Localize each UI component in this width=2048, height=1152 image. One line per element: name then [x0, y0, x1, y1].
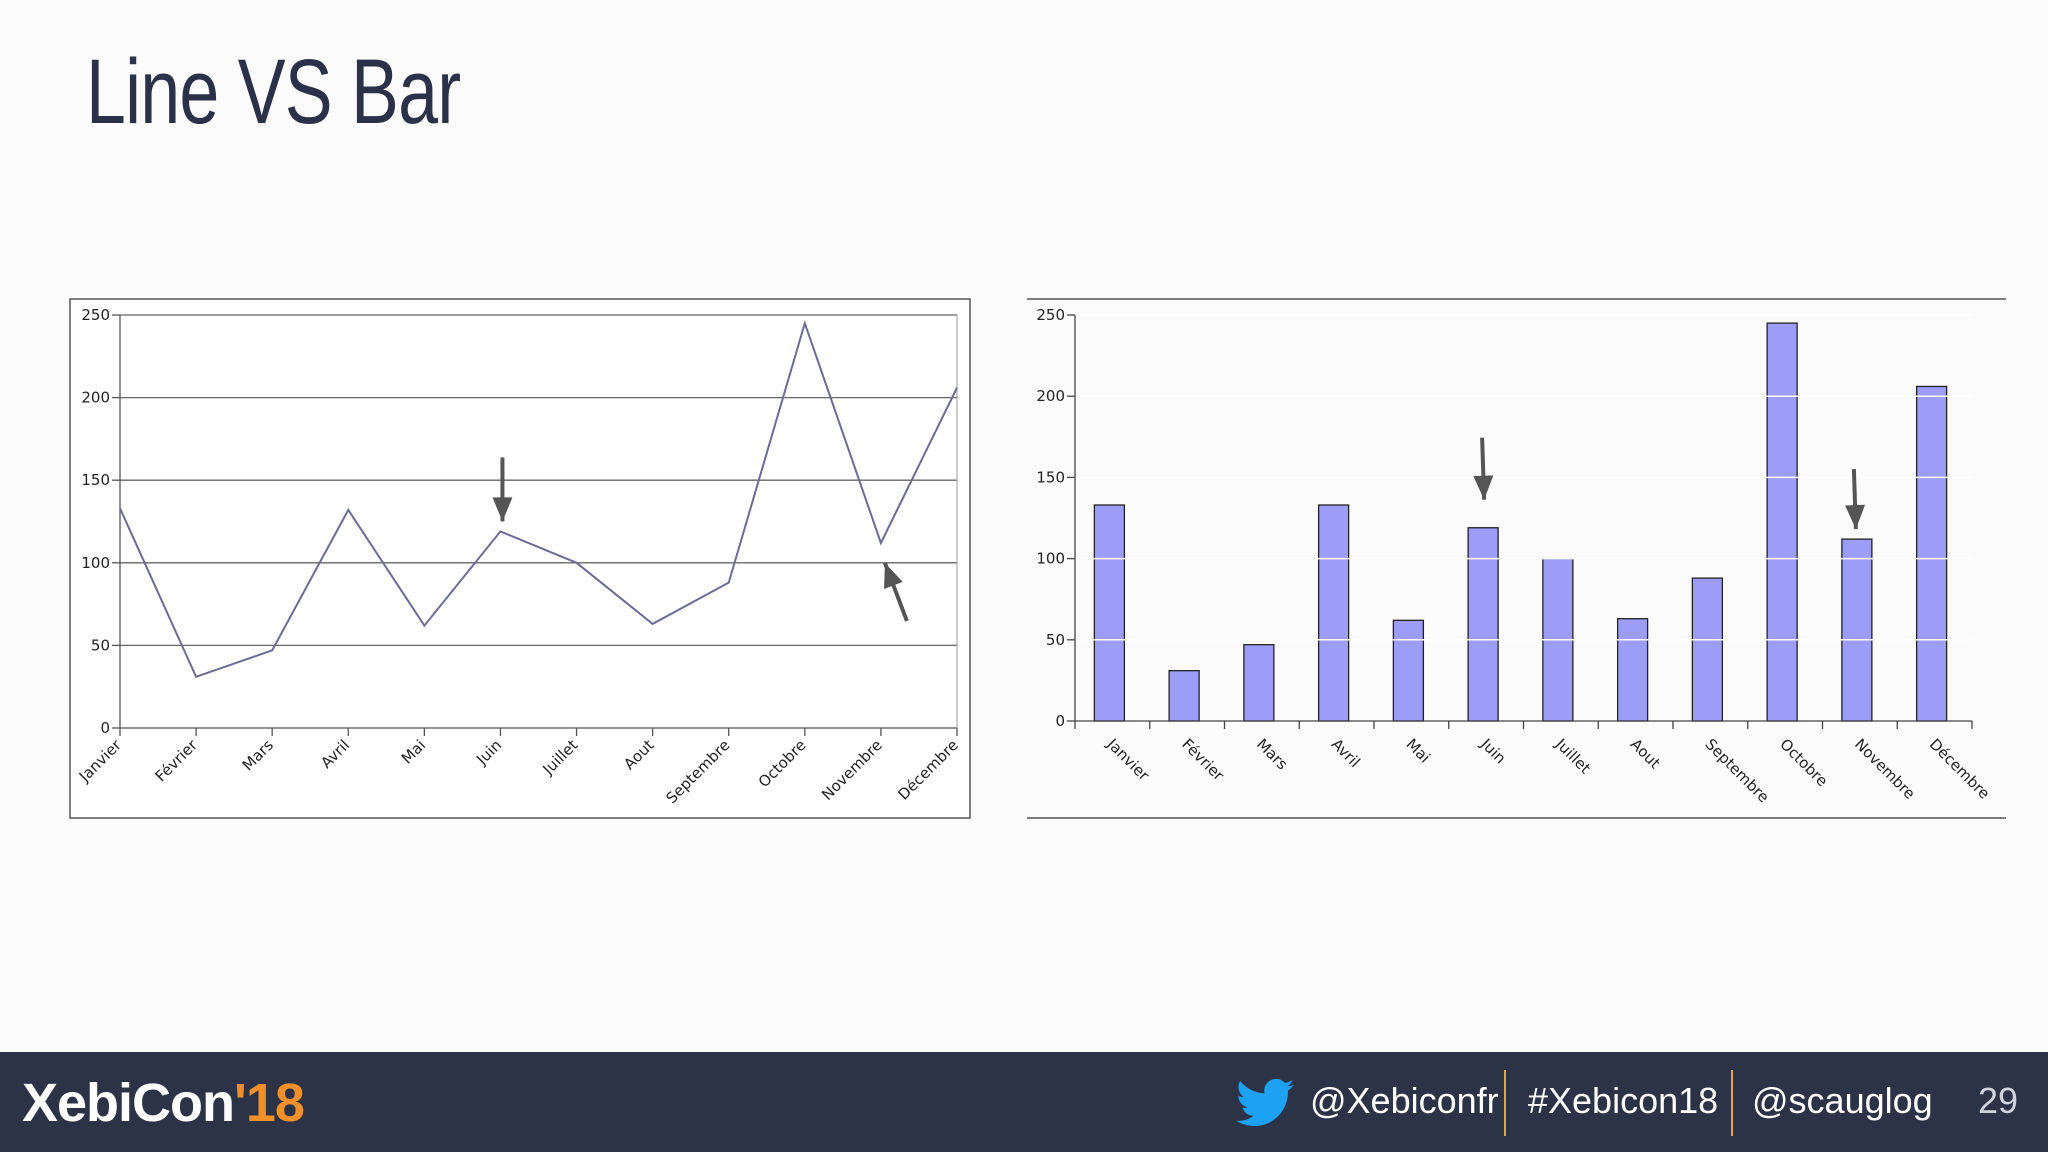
footer-separator: [1731, 1070, 1733, 1136]
slide-title: Line VS Bar: [86, 41, 461, 143]
hashtag: #Xebicon18: [1528, 1080, 1719, 1121]
logo-main: XebiCon: [22, 1073, 235, 1133]
x-tick-label: Aout: [1627, 735, 1664, 772]
x-tick-label: Juillet: [1551, 734, 1594, 777]
bar: [1243, 644, 1275, 722]
footer-separator: [1504, 1070, 1506, 1136]
bar: [1841, 538, 1873, 722]
x-tick-label: Janvier: [1103, 734, 1153, 784]
x-tick-label: Février: [1178, 735, 1228, 785]
y-tick-label: 200: [1036, 387, 1065, 405]
y-tick-label: 100: [81, 554, 110, 572]
x-tick-label: Avril: [1328, 735, 1364, 771]
bar-chart: 0 50 100 150 200 250 Janvier Février Mars Avril Ma…: [1027, 298, 2006, 819]
bar: [1467, 527, 1499, 722]
x-tick-label: Juin: [1477, 734, 1510, 767]
x-tick-label: Octobre: [1776, 735, 1831, 790]
bar: [1616, 618, 1649, 722]
y-tick-label: 50: [91, 636, 110, 654]
y-tick-label: 0: [1055, 712, 1065, 730]
xebicon-logo: XebiCon'18: [22, 1072, 305, 1134]
y-tick-label: 250: [1036, 306, 1065, 324]
bar: [1093, 504, 1126, 722]
y-tick-label: 150: [81, 471, 110, 489]
x-tick-label: Mars: [1253, 735, 1291, 773]
y-tick-label: 150: [1036, 468, 1065, 486]
annotation-arrow-head: [1473, 475, 1494, 500]
y-tick-label: 250: [81, 306, 110, 324]
x-tick-label: Septembre: [1702, 735, 1773, 806]
bar: [1915, 385, 1948, 722]
bar: [1766, 322, 1798, 722]
y-tick-label: 0: [100, 719, 110, 737]
bar: [1691, 577, 1724, 722]
y-tick-label: 200: [81, 389, 110, 407]
annotation-arrow-head: [884, 562, 903, 589]
bar: [1392, 619, 1425, 722]
charts-canvas: 0 50 100 150 200 250 Janvier Février Mars Avril Ma…: [69, 298, 2006, 819]
twitter-handle: @Xebiconfr: [1310, 1080, 1499, 1121]
x-tick-label: Décembre: [1926, 735, 1994, 803]
x-tick-label: Novembre: [1851, 735, 1919, 803]
bar: [1168, 670, 1200, 722]
logo-year: '18: [234, 1073, 305, 1133]
bar: [1317, 504, 1350, 722]
speaker-handle: @scauglog: [1752, 1080, 1933, 1121]
annotation-arrow-head: [492, 497, 513, 522]
line-series: [119, 319, 958, 679]
footer-bar: XebiCon'18 @Xebiconfr #Xebicon18 @scaugl…: [0, 1052, 2048, 1152]
line-chart-frame: [69, 298, 971, 819]
annotation-arrow-head: [1845, 504, 1866, 530]
y-tick-label: 100: [1036, 550, 1065, 568]
x-tick-label: Mai: [1403, 735, 1434, 766]
twitter-icon: [1236, 1078, 1294, 1126]
page-number: 29: [1978, 1080, 2019, 1121]
y-tick-label: 50: [1046, 631, 1065, 649]
